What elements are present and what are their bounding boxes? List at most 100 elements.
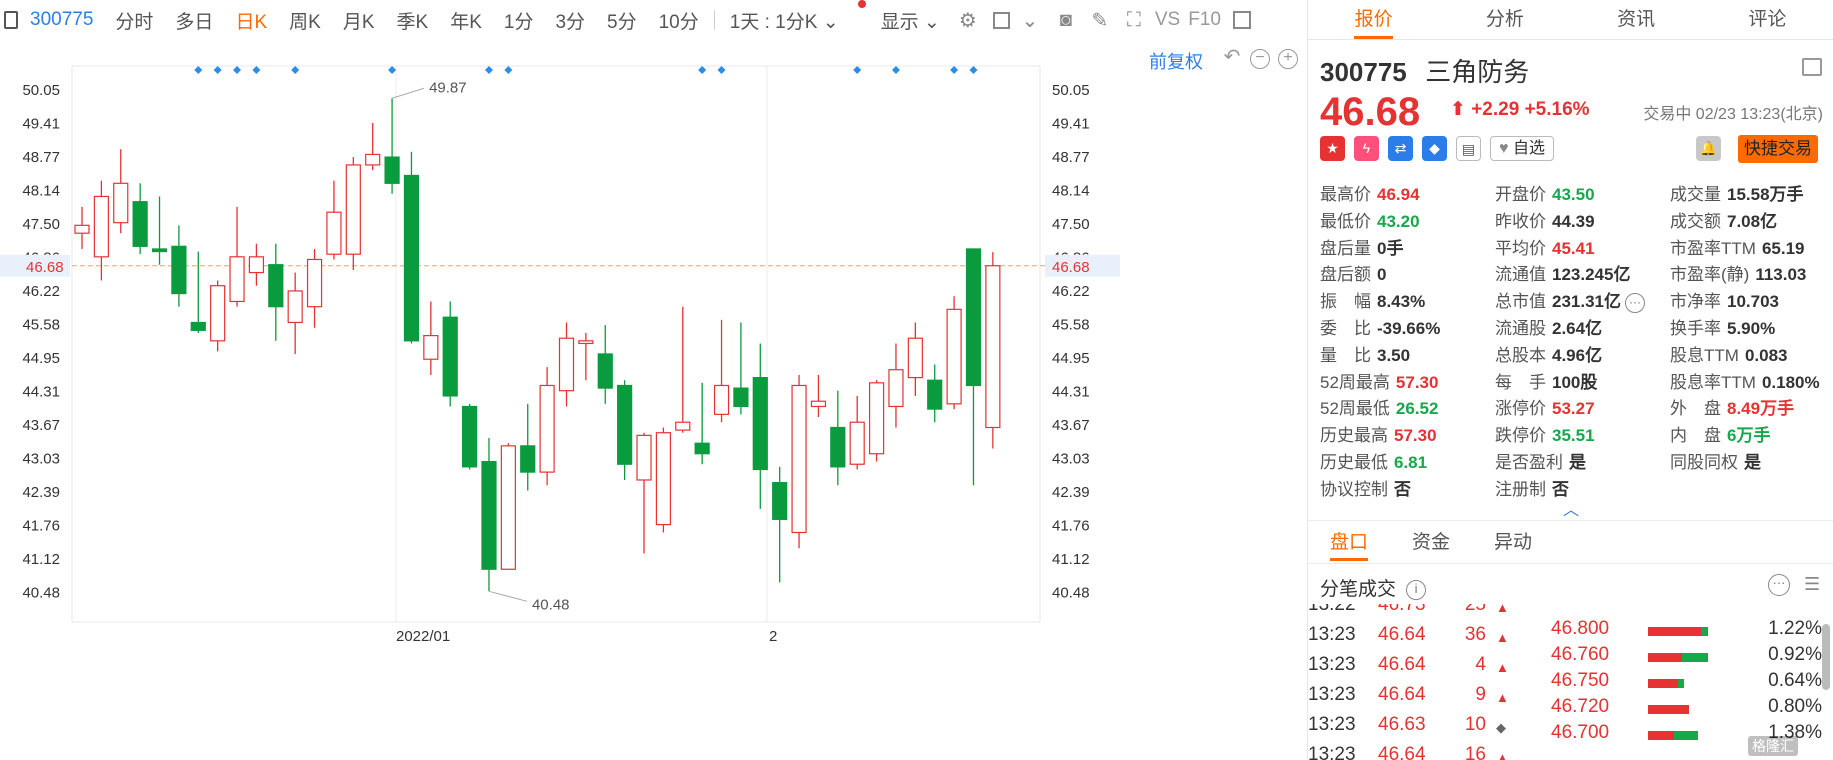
stat-label: 52周最低 [1320, 399, 1390, 419]
stat-value: 43.50 [1552, 185, 1595, 204]
candle-body [985, 265, 1001, 429]
candle-body [93, 195, 109, 258]
tab-funds[interactable]: 资金 [1411, 532, 1450, 553]
stat-cell: 开盘价 43.50 [1495, 180, 1670, 207]
bell-icon[interactable]: 🔔 [1696, 136, 1721, 161]
tab-quote[interactable]: 报价 [1308, 0, 1439, 39]
gear-icon[interactable]: ⚙ [958, 9, 977, 32]
stats-row: 最低价 43.20 昨收价 44.39 成交额 7.08亿 [1320, 207, 1832, 234]
undo-icon[interactable]: ↶ [1223, 46, 1241, 68]
candle-body [423, 334, 439, 360]
candle-body [578, 340, 594, 345]
bookmark-icon[interactable]: ▤ [1456, 136, 1481, 161]
tab-1min[interactable]: 1分 [503, 11, 534, 33]
tab-weekly-k[interactable]: 周K [289, 11, 321, 33]
tag-icon[interactable]: ◆ [1422, 136, 1447, 161]
kline-chart[interactable]: 50.05 50.05 49.41 49.41 48.77 48.77 48.14 48.14… [0, 40, 1305, 760]
stat-value: 8.43% [1377, 292, 1426, 312]
candle-body [810, 400, 827, 408]
camera-icon[interactable]: ◙ [1059, 8, 1072, 31]
y-tick-label-right: 41.12 [1052, 551, 1090, 568]
tab-10min[interactable]: 10分 [658, 11, 699, 33]
tab-orderbook[interactable]: 盘口 [1308, 521, 1390, 563]
fullscreen-icon[interactable]: ⛶ [1126, 8, 1141, 31]
candle-body [539, 384, 555, 473]
trade-time: 13:22 [1308, 604, 1356, 615]
info-icon[interactable]: i [1406, 579, 1427, 600]
level-price: 46.700 [1551, 722, 1610, 743]
tab-monthly-k[interactable]: 月K [342, 11, 375, 33]
shuffle-icon[interactable]: ⇄ [1388, 136, 1413, 161]
price-level-row: 46.720 0.80% [1536, 696, 1833, 726]
price-level-row: 46.700 1.38% [1536, 722, 1833, 752]
x-axis-label: 2022/01 [396, 628, 450, 645]
china-flag-icon[interactable]: ★ [1320, 136, 1345, 161]
chevron-down-icon: ⌄ [822, 11, 839, 33]
more-icon[interactable]: ··· [1625, 292, 1645, 313]
candle-body [74, 224, 90, 234]
stat-label: 平均价 [1495, 238, 1546, 258]
stats-row: 振 幅 8.43% 总市值 231.31亿 ··· 市净率 10.703 [1320, 287, 1832, 314]
stat-value: 0 [1377, 265, 1387, 285]
price-change: ⬆ +2.29 +5.16% [1450, 98, 1590, 121]
level-bar-buy [1648, 679, 1678, 688]
tab-movement[interactable]: 异动 [1493, 532, 1532, 553]
quick-trade-button[interactable]: 快捷交易 [1738, 135, 1818, 163]
sidebar-toggle-icon[interactable] [1231, 9, 1253, 31]
zoom-in-icon[interactable]: + [1278, 49, 1298, 69]
price-level-row: 46.760 0.92% [1536, 644, 1833, 674]
display-select[interactable]: 显示 ⌄ [870, 7, 951, 34]
event-marker [717, 66, 726, 74]
tab-multiday[interactable]: 多日 [175, 11, 214, 33]
stat-label: 历史最高 [1320, 426, 1388, 446]
menu-icon[interactable] [4, 11, 18, 29]
level-percent: 0.64% [1768, 670, 1822, 691]
trade-price: 46.64 [1378, 624, 1426, 645]
tab-news[interactable]: 资讯 [1617, 9, 1656, 30]
adjust-button[interactable]: 前复权 [1149, 52, 1203, 72]
kline-svg[interactable]: 50.05 50.05 49.41 49.41 48.77 48.77 48.14 48.14… [0, 40, 1305, 760]
min-price-label: 40.48 [532, 596, 570, 613]
candle-body [907, 337, 923, 379]
stat-label: 振 幅 [1320, 292, 1371, 312]
tab-comments[interactable]: 评论 [1748, 9, 1787, 30]
more-options-icon[interactable]: ··· [1768, 574, 1790, 596]
square-select-icon[interactable] [991, 9, 1013, 31]
vs-button[interactable]: VS [1154, 9, 1181, 30]
watchlist-button[interactable]: ♥ 自选 [1490, 136, 1554, 161]
stat-value: 7.08亿 [1727, 211, 1778, 231]
tab-quarterly-k[interactable]: 季K [396, 11, 429, 33]
candle-body [597, 353, 613, 389]
lightning-icon[interactable]: ϟ [1354, 136, 1379, 161]
tab-5min[interactable]: 5分 [607, 11, 637, 33]
tab-daily-k[interactable]: 日K [235, 11, 268, 33]
trade-row: 13:23 46.64 4 ▲ [1308, 654, 1534, 684]
stat-cell: 平均价 45.41 [1495, 234, 1670, 261]
stat-cell: 同股同权是 [1670, 448, 1832, 475]
period-select[interactable]: 1天 : 1分K ⌄ [719, 7, 850, 34]
tab-intraday[interactable]: 分时 [115, 11, 154, 33]
tab-3min[interactable]: 3分 [555, 11, 586, 33]
y-tick-label-right: 44.31 [1052, 383, 1090, 400]
trade-volume: 9 [1475, 684, 1486, 705]
period-select-label: 1天 : 1分K [729, 11, 818, 33]
list-icon[interactable] [1802, 58, 1822, 76]
y-tick-label-left: 45.58 [22, 316, 60, 333]
collapse-caret-icon[interactable]: ︿ [1563, 502, 1580, 519]
stat-cell: 流通股 2.64亿 [1495, 314, 1670, 341]
trade-row: 13:23 46.64 16 ▲ [1308, 744, 1534, 760]
list-view-icon[interactable]: ☰ [1804, 574, 1821, 594]
candle-body [888, 369, 904, 408]
tab-analysis[interactable]: 分析 [1485, 9, 1524, 30]
stat-value: 57.30 [1394, 426, 1437, 446]
tab-yearly-k[interactable]: 年K [450, 11, 482, 33]
scrollbar[interactable] [1822, 624, 1830, 690]
candle-body [965, 248, 982, 387]
stock-code[interactable]: 300775 [30, 9, 94, 30]
pencil-icon[interactable]: ✎ [1091, 9, 1109, 32]
diamond-icon: ◆ [1496, 720, 1506, 735]
event-marker [969, 66, 978, 74]
chevron-down-icon[interactable]: ⌄ [1021, 9, 1039, 32]
f10-button[interactable]: F10 [1188, 9, 1221, 30]
zoom-out-icon[interactable]: − [1250, 49, 1270, 69]
